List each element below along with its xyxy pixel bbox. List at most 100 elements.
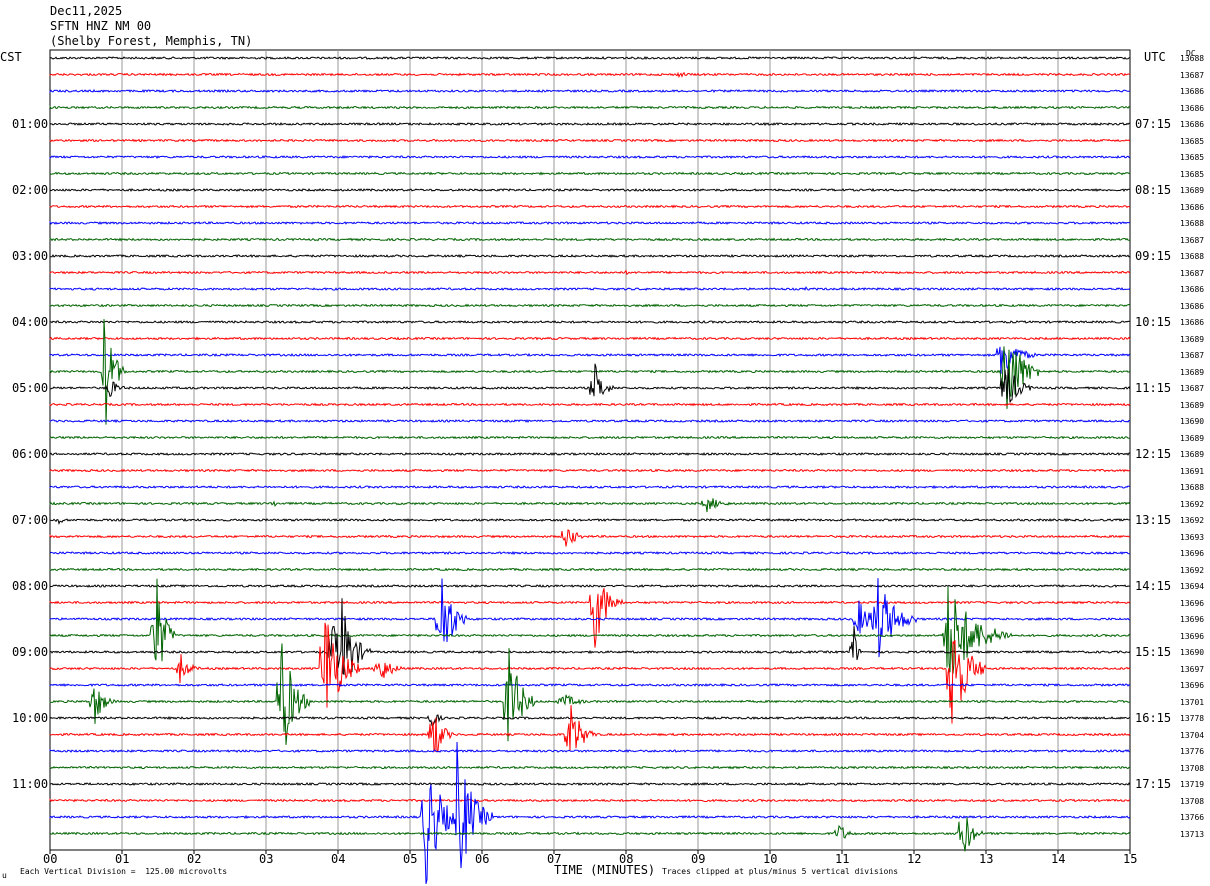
dc-value: 13704 (1180, 730, 1205, 740)
footer-clip-note: Traces clipped at plus/minus 5 vertical … (662, 867, 899, 876)
dc-value: 13689 (1180, 186, 1205, 195)
seismogram-trace (49, 286, 1131, 292)
x-tick-label: 00 (43, 852, 58, 866)
dc-value: 13686 (1180, 87, 1205, 96)
seismogram-trace (49, 782, 1131, 786)
x-tick-label: 06 (475, 852, 490, 866)
seismogram-trace (49, 237, 1131, 242)
seismogram-trace (49, 578, 1131, 658)
dc-value: 13686 (1180, 285, 1205, 294)
seismogram-trace (49, 714, 1131, 727)
utc-hour-label: 08:15 (1135, 183, 1172, 197)
dc-value: 13686 (1180, 318, 1205, 327)
seismogram-trace (49, 88, 1130, 94)
dc-value: 13696 (1180, 598, 1205, 608)
seismogram-trace (49, 705, 1131, 753)
cst-hour-label: 08:00 (12, 579, 49, 593)
seismogram-trace (49, 484, 1131, 490)
x-tick-label: 05 (403, 852, 418, 866)
dc-value: 13685 (1180, 136, 1205, 146)
dc-value: 13692 (1180, 516, 1205, 525)
dc-value: 13692 (1180, 565, 1205, 575)
seismogram-trace (49, 55, 1131, 60)
x-tick-label: 11 (835, 852, 850, 866)
utc-hour-label: 12:15 (1135, 447, 1172, 461)
seismogram-trace (49, 567, 1131, 572)
seismogram-trace (49, 336, 1131, 341)
cst-hour-label: 11:00 (12, 777, 49, 791)
utc-hour-label: 17:15 (1135, 777, 1172, 791)
dc-value: 13689 (1180, 400, 1205, 410)
x-tick-label: 03 (259, 852, 274, 866)
seismogram-trace (49, 105, 1131, 110)
seismogram-trace (49, 765, 1131, 770)
x-tick-label: 15 (1123, 852, 1138, 866)
utc-hour-label: 16:15 (1135, 711, 1172, 725)
header-station: SFTN HNZ NM 00 (50, 19, 152, 33)
seismogram-trace (49, 798, 1131, 803)
dc-value: 13689 (1180, 450, 1205, 459)
dc-label: DC (1186, 49, 1196, 58)
dc-value: 13688 (1180, 54, 1205, 63)
cst-hour-label: 09:00 (12, 645, 49, 659)
dc-value: 13713 (1180, 829, 1205, 839)
seismogram-trace (49, 588, 1131, 648)
cst-hour-label: 05:00 (12, 381, 49, 395)
utc-hour-label: 10:15 (1135, 315, 1172, 329)
dc-value: 13685 (1180, 169, 1205, 179)
seismogram-trace (49, 529, 1131, 547)
dc-value: 13687 (1180, 268, 1205, 278)
x-tick-label: 08 (619, 852, 634, 866)
dc-value: 13776 (1180, 747, 1205, 756)
cst-hour-label: 03:00 (12, 249, 49, 263)
dc-value: 13686 (1180, 202, 1205, 212)
x-tick-label: 13 (979, 852, 994, 866)
seismogram-trace (49, 749, 1131, 753)
seismogram-trace (49, 71, 1131, 79)
dc-value: 13697 (1180, 664, 1205, 674)
cst-hour-label: 01:00 (12, 117, 49, 131)
dc-value: 13692 (1180, 499, 1205, 509)
dc-value: 13686 (1180, 103, 1205, 113)
seismogram-trace (49, 643, 1131, 745)
utc-hour-label: 15:15 (1135, 645, 1172, 659)
seismogram-trace (49, 418, 1131, 424)
seismogram-trace (49, 741, 1131, 884)
seismogram-trace (49, 154, 1131, 159)
x-tick-label: 09 (691, 852, 706, 866)
header-date: Dec11,2025 (50, 4, 123, 18)
seismogram-trace (49, 138, 1131, 143)
utc-hour-label: 14:15 (1135, 579, 1172, 593)
seismogram-trace (49, 253, 1131, 259)
seismogram-trace (49, 598, 1131, 676)
seismogram-trace (49, 204, 1131, 209)
dc-value: 13696 (1180, 549, 1205, 558)
utc-hour-label: 13:15 (1135, 513, 1172, 527)
seismogram-trace (49, 517, 1131, 526)
dc-value: 13686 (1180, 301, 1205, 311)
cst-hour-label: 10:00 (12, 711, 49, 725)
dc-value: 13778 (1180, 714, 1205, 723)
dc-value: 13696 (1180, 681, 1205, 690)
cst-hour-label: 04:00 (12, 315, 49, 329)
seismogram-trace (49, 817, 1131, 852)
dc-value: 13689 (1180, 334, 1205, 344)
x-tick-label: 10 (763, 852, 778, 866)
seismogram-trace (49, 319, 1131, 324)
seismogram-trace (49, 319, 1131, 425)
dc-value: 13688 (1180, 483, 1205, 492)
dc-value: 13696 (1180, 631, 1205, 641)
dc-value: 13687 (1180, 70, 1205, 80)
seismogram-trace (49, 269, 1131, 276)
seismogram-trace (49, 682, 1131, 688)
x-axis-title: TIME (MINUTES) (554, 863, 656, 877)
dc-value: 13701 (1180, 697, 1205, 707)
seismogram-trace (49, 435, 1131, 440)
dc-value: 13691 (1180, 466, 1205, 476)
seismogram-trace (49, 187, 1130, 193)
seismogram-trace (49, 402, 1131, 407)
dc-value: 13690 (1180, 417, 1205, 426)
seismogram-trace (49, 584, 1131, 589)
left-axis-title: CST (0, 50, 22, 64)
plot-frame (49, 49, 1131, 851)
